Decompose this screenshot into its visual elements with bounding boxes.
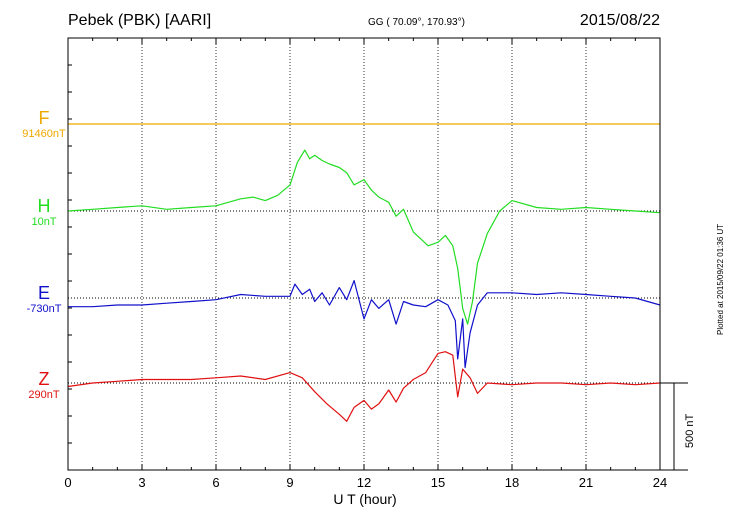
scale-bar [660,382,688,471]
coordinates: GG ( 70.09°, 170.93°) [368,17,465,28]
component-f: F [38,108,50,128]
x-tick-label-18: 18 [505,475,519,490]
baseline-z: 290nT [28,389,60,401]
x-tick-label-6: 6 [212,475,219,490]
plot-frame [67,37,661,471]
plotted-timestamp: Plotted at 2015/09/22 01:36 UT [716,223,725,335]
date: 2015/08/22 [579,12,660,29]
label-e: E -730nT [14,283,74,316]
baseline-f: 91460nT [22,128,66,140]
x-tick-label-3: 3 [138,475,145,490]
component-h: H [37,196,51,216]
trace-h [67,149,661,325]
x-tick-label-0: 0 [64,475,71,490]
x-axis-label: U T (hour) [333,491,397,507]
baseline-h: 10nT [31,216,57,228]
trace-z [67,351,661,422]
x-tick-label-12: 12 [357,475,371,490]
baseline-e: -730nT [26,303,62,315]
scale-bar-label: 500 nT [684,413,696,448]
station-title: Pebek (PBK) [AARI] [68,12,212,29]
trace-e [68,280,661,369]
x-tick-label-24: 24 [653,475,667,490]
label-f: F 91460nT [14,108,74,141]
label-h: H 10nT [14,196,74,229]
x-tick-label-9: 9 [286,475,293,490]
x-tick-label-15: 15 [431,475,445,490]
label-z: Z 290nT [14,369,74,402]
x-tick-label-21: 21 [579,475,593,490]
component-z: Z [38,369,50,389]
component-e: E [37,283,50,303]
